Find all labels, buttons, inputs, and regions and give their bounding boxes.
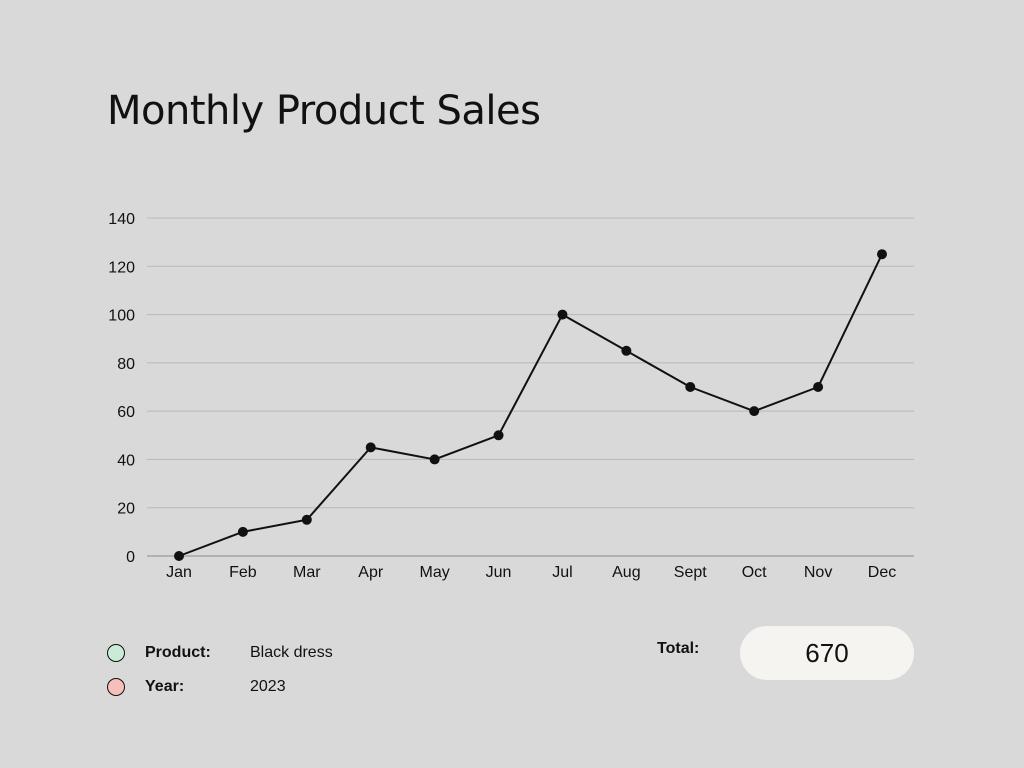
y-axis: 0 20 40 60 80 100 120 140 bbox=[108, 211, 135, 566]
chart-title: Monthly Product Sales bbox=[107, 88, 541, 134]
data-point bbox=[621, 345, 632, 356]
series-line-layer bbox=[178, 253, 883, 557]
data-point bbox=[365, 442, 376, 453]
data-point bbox=[877, 249, 887, 260]
year-label: Year: bbox=[145, 678, 185, 695]
line-chart: 0 20 40 60 80 100 120 140 Jan Feb Mar Apr May Jun Jul… bbox=[108, 211, 914, 581]
x-tick-label: Aug bbox=[612, 564, 640, 581]
data-point bbox=[685, 382, 696, 392]
y-tick-label: 120 bbox=[108, 259, 135, 276]
x-tick-label: Oct bbox=[742, 564, 767, 581]
total-value-box: 670 bbox=[740, 626, 914, 680]
total-label: Total: bbox=[657, 640, 700, 657]
series-line bbox=[178, 253, 883, 557]
data-point bbox=[237, 526, 248, 537]
data-point bbox=[749, 406, 760, 417]
y-tick-label: 100 bbox=[108, 308, 135, 325]
product-label: Product: bbox=[145, 644, 211, 661]
product-value: Black dress bbox=[250, 644, 333, 661]
x-tick-label: Sept bbox=[674, 564, 707, 581]
y-tick-label: 80 bbox=[117, 356, 135, 373]
data-point bbox=[557, 309, 568, 320]
year-value: 2023 bbox=[250, 678, 286, 695]
data-point bbox=[174, 551, 184, 561]
data-point bbox=[301, 514, 312, 525]
total-value: 670 bbox=[805, 637, 849, 668]
x-tick-label: Mar bbox=[293, 564, 321, 581]
grid-layer bbox=[147, 217, 914, 557]
x-tick-label: Jan bbox=[166, 564, 192, 581]
x-tick-label: May bbox=[420, 564, 450, 581]
legend-year: Year: 2023 bbox=[107, 676, 286, 698]
x-tick-label: Feb bbox=[229, 564, 257, 581]
x-axis: Jan Feb Mar Apr May Jun Jul Aug Sept Oct Nov Dec bbox=[166, 564, 896, 581]
x-tick-label: Jul bbox=[552, 564, 572, 581]
y-tick-label: 40 bbox=[117, 452, 135, 469]
x-tick-label: Jun bbox=[486, 564, 512, 581]
product-swatch-icon bbox=[107, 644, 125, 662]
y-tick-label: 20 bbox=[117, 501, 135, 518]
data-point bbox=[429, 454, 440, 465]
y-tick-label: 60 bbox=[117, 404, 135, 421]
series-point-layer bbox=[174, 249, 887, 561]
year-swatch-icon bbox=[107, 678, 125, 696]
data-point bbox=[813, 382, 824, 392]
x-tick-label: Nov bbox=[804, 564, 832, 581]
x-tick-label: Dec bbox=[868, 564, 896, 581]
x-tick-label: Apr bbox=[358, 564, 384, 581]
y-tick-label: 140 bbox=[108, 211, 135, 228]
data-point bbox=[493, 430, 504, 441]
y-tick-label: 0 bbox=[126, 549, 135, 566]
legend-product: Product: Black dress bbox=[107, 642, 333, 664]
